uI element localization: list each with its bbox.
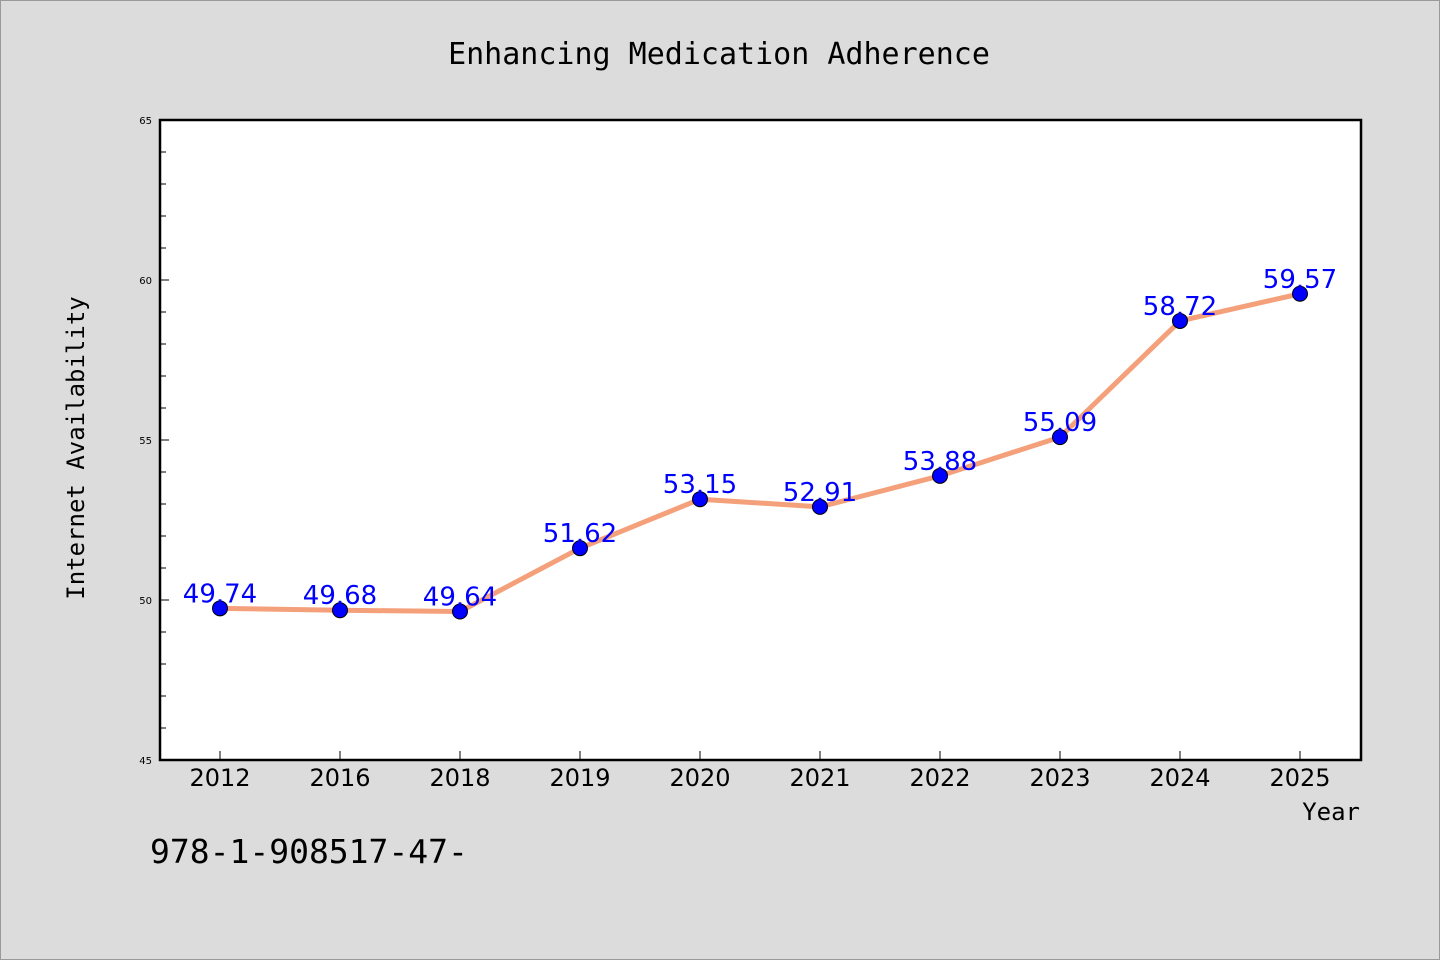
data-point: [1052, 429, 1068, 446]
data-label: 49.64: [423, 583, 497, 613]
y-tick-label: 60: [139, 276, 152, 287]
y-axis: 45 50 55 60 65: [139, 116, 169, 767]
x-tick-label: 2016: [309, 764, 370, 792]
data-label: 53.88: [903, 447, 977, 477]
data-labels: 49.74 49.68 49.64 51.62 53.15 52.91 53.88 55.09…: [183, 265, 1337, 613]
data-point: [812, 498, 828, 515]
x-tick-label: 2019: [549, 764, 610, 792]
series-line-group: [212, 285, 1308, 620]
x-tick-label: 2020: [669, 764, 730, 792]
data-point: [212, 600, 228, 617]
data-point: [452, 603, 468, 620]
data-label: 51.62: [543, 519, 617, 549]
plot-area: [158, 118, 1363, 762]
data-label: 49.74: [183, 579, 257, 609]
x-axis: 2012 2016 2018 2019 2020 2021 2022 2023 2024 2025: [189, 751, 1331, 792]
data-label: 55.09: [1023, 408, 1097, 438]
x-tick-label: 2024: [1149, 764, 1210, 792]
x-tick-label: 2025: [1269, 764, 1330, 792]
data-label: 49.68: [303, 581, 377, 611]
data-label: 58.72: [1143, 292, 1217, 322]
data-point: [572, 540, 588, 557]
x-tick-label: 2022: [909, 764, 970, 792]
data-point: [332, 602, 348, 619]
x-tick-label: 2021: [789, 764, 850, 792]
data-point: [1292, 285, 1308, 302]
isbn-text: 978-1-908517-47-: [150, 832, 468, 871]
data-label: 59.57: [1263, 265, 1337, 295]
y-axis-label: Internet Availability: [62, 296, 90, 599]
y-tick-label: 55: [139, 436, 152, 447]
data-label: 53.15: [663, 470, 737, 500]
x-tick-label: 2012: [189, 764, 250, 792]
x-axis-label: Year: [1302, 798, 1360, 826]
y-tick-label: 50: [139, 596, 152, 607]
y-tick-label: 65: [139, 116, 152, 127]
x-tick-label: 2018: [429, 764, 490, 792]
x-tick-label: 2023: [1029, 764, 1090, 792]
y-tick-label: 45: [139, 756, 152, 767]
data-point: [932, 467, 948, 484]
data-point: [1172, 312, 1188, 329]
data-point: [692, 491, 708, 508]
series-line: [217, 291, 1303, 615]
chart-title: Enhancing Medication Adherence: [448, 37, 990, 72]
data-label: 52.91: [783, 478, 857, 508]
